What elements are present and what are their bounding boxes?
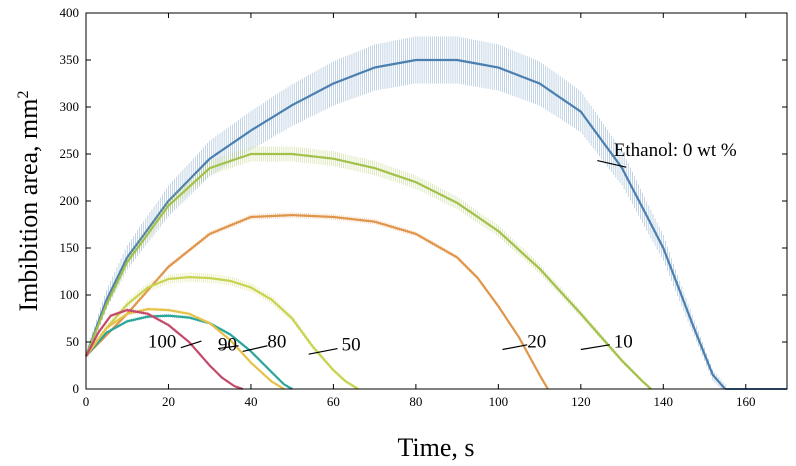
series-90-error-bars (85, 307, 285, 389)
annotations: Ethanol: 0 wt % 10 20 50 80 90 100 (148, 140, 737, 356)
y-axis-title-main: Imbibition area, mm (14, 98, 43, 311)
x-tick-label: 140 (654, 394, 674, 409)
series-0-line (84, 58, 726, 390)
series-20-line (85, 213, 549, 390)
series-80-line (85, 314, 293, 390)
annotation-label: 100 (148, 332, 177, 353)
x-tick-label: 120 (571, 394, 591, 409)
annotation-label: 20 (527, 332, 546, 353)
annotation-label: Ethanol: 0 wt % (614, 140, 737, 161)
y-tick-label: 250 (60, 146, 80, 161)
y-tick-label: 100 (60, 287, 80, 302)
x-tick-label: 0 (83, 394, 90, 409)
annotation-pointer (242, 345, 268, 352)
y-tick-label: 200 (60, 193, 80, 208)
annotation-label: 90 (218, 334, 237, 355)
x-tick-label: 20 (162, 394, 175, 409)
x-tick-label: 40 (244, 394, 257, 409)
series-20-error-bars (85, 212, 549, 389)
series-50-line (85, 276, 359, 390)
y-axis-title: Imbibition area, mm2 (14, 90, 43, 311)
annotation-pointer (308, 347, 338, 355)
y-tick-label: 400 (60, 5, 80, 20)
y-axis-title-sup: 2 (15, 90, 32, 98)
y-tick-label: 350 (60, 52, 80, 67)
series-90-line (85, 307, 285, 390)
series-10-line (84, 152, 652, 390)
series-10 (84, 146, 652, 390)
axis-ticks: 0 20 40 60 80 100 120 140 160 0 50 100 150 200 250 300 3… (60, 5, 787, 409)
y-tick-label: 150 (60, 240, 80, 255)
plot-layer (84, 36, 787, 391)
annotation-pointer (597, 159, 627, 168)
series-100 (85, 308, 244, 391)
annotation-pointer (580, 344, 610, 351)
annotation-label: 80 (267, 332, 286, 353)
annotation-pointer (180, 340, 202, 349)
x-tick-label: 60 (327, 394, 340, 409)
series-20 (85, 212, 549, 390)
annotation-pointer (217, 345, 239, 350)
series-90 (85, 307, 285, 390)
series-50 (85, 272, 359, 390)
y-tick-label: 50 (66, 334, 79, 349)
y-tick-label: 300 (60, 99, 80, 114)
x-tick-label: 80 (409, 394, 422, 409)
x-axis-title: Time, s (397, 433, 474, 462)
y-tick-label: 0 (73, 381, 80, 396)
annotation-pointer (502, 344, 528, 351)
annotation-label: 10 (614, 332, 633, 353)
series-100-line (85, 308, 244, 391)
annotation-label: 50 (342, 334, 361, 355)
x-tick-label: 100 (489, 394, 509, 409)
x-tick-label: 160 (736, 394, 756, 409)
